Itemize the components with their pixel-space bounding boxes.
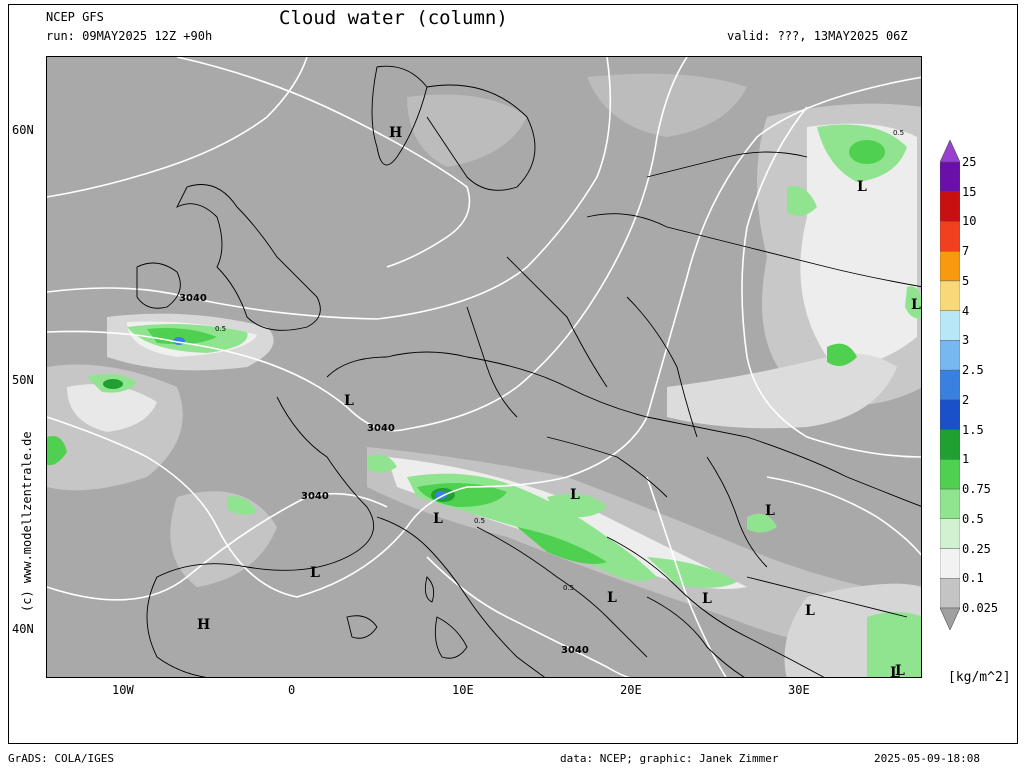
legend-level-label: 0.5 [962, 511, 984, 526]
lon-label-10e: 10E [452, 683, 474, 697]
legend-swatch [939, 310, 961, 341]
lon-label-10w: 10W [112, 683, 134, 697]
value-label: 0.5 [474, 517, 485, 525]
value-label: 0.5 [215, 325, 226, 333]
cloud-water-high [47, 124, 921, 677]
value-label: 0.5 [563, 584, 574, 592]
valid-time: valid: ???, 13MAY2025 06Z [727, 29, 908, 43]
weather-map: H H L L L L L L L L L L L L 3040 3040 30… [46, 56, 922, 678]
legend-swatch [939, 340, 961, 371]
low-pressure-center: L [570, 487, 580, 503]
low-pressure-center: L [310, 565, 320, 581]
contour-label: 3040 [179, 293, 207, 304]
legend-swatch [939, 399, 961, 430]
geopotential-isolines [47, 57, 921, 677]
plot-frame [8, 4, 1018, 744]
footer-timestamp: 2025-05-09-18:08 [874, 752, 980, 765]
legend-level-label: 0.75 [962, 482, 991, 497]
legend-swatch [939, 161, 961, 192]
lon-label-20e: 20E [620, 683, 642, 697]
high-pressure-center: H [389, 125, 402, 141]
legend-swatch [939, 518, 961, 549]
legend-unit: [kg/m^2] [948, 670, 1011, 685]
legend-swatch [939, 191, 961, 222]
copyright-text: (c) www.modellzentrale.de [20, 431, 34, 612]
model-name: NCEP GFS [46, 10, 104, 24]
low-pressure-center: L [607, 590, 617, 606]
legend-bar [939, 139, 961, 631]
map-canvas: H H L L L L L L L L L L L L 3040 3040 30… [47, 57, 921, 678]
low-pressure-center: L [702, 591, 712, 607]
legend-swatch [939, 488, 961, 520]
legend-swatch [939, 578, 961, 609]
high-pressure-center: H [197, 617, 210, 633]
cloud-shading [47, 73, 921, 677]
pressure-center-labels: H H L L L L L L L L L L L L [197, 125, 921, 678]
legend-level-label: 0.1 [962, 571, 984, 586]
low-pressure-center: L [433, 511, 443, 527]
legend-swatch [939, 250, 961, 282]
legend-level-label: 7 [962, 244, 970, 259]
map-title: Cloud water (column) [279, 7, 508, 29]
lat-label-40n: 40N [12, 622, 34, 636]
color-legend [939, 139, 961, 631]
lat-label-60n: 60N [12, 123, 34, 137]
footer-software: GrADS: COLA/IGES [8, 752, 114, 765]
legend-swatch [939, 221, 961, 252]
legend-level-label: 2.5 [962, 363, 984, 378]
coastlines [136, 65, 921, 677]
run-info: run: 09MAY2025 12Z +90h [46, 29, 213, 43]
legend-top-arrow [939, 139, 961, 163]
lat-label-50n: 50N [12, 373, 34, 387]
legend-swatch [939, 280, 961, 311]
low-pressure-center: L [765, 503, 775, 519]
legend-level-label: 3 [962, 333, 970, 348]
legend-swatch [939, 429, 961, 460]
low-pressure-center: L [805, 603, 815, 619]
contour-label: 3040 [561, 645, 589, 656]
value-labels: 0.5 0.5 0.5 0.5 [215, 129, 904, 592]
legend-level-label: 15 [962, 184, 977, 199]
low-pressure-center: L [344, 393, 354, 409]
low-pressure-center: L [895, 663, 905, 678]
legend-level-label: 0.25 [962, 541, 991, 556]
value-label: 0.5 [893, 129, 904, 137]
legend-level-label: 1 [962, 452, 970, 467]
legend-level-label: 25 [962, 155, 977, 169]
lon-label-30e: 30E [788, 683, 810, 697]
legend-swatch [939, 369, 961, 401]
legend-level-label: 10 [962, 214, 977, 229]
legend-bottom-arrow [939, 607, 961, 631]
legend-level-label: 1.5 [962, 422, 984, 437]
low-pressure-center: L [911, 297, 921, 313]
legend-level-label: 0.025 [962, 601, 999, 615]
legend-level-label: 5 [962, 273, 970, 288]
contour-label: 3040 [367, 423, 395, 434]
low-pressure-center: L [890, 665, 900, 678]
low-pressure-center: L [857, 179, 867, 195]
contour-labels: 3040 3040 3040 3040 [179, 293, 589, 656]
legend-swatch [939, 459, 961, 490]
legend-swatch [939, 548, 961, 579]
contour-label: 3040 [301, 491, 329, 502]
footer-credits: data: NCEP; graphic: Janek Zimmer [560, 752, 779, 765]
legend-level-label: 4 [962, 303, 970, 318]
legend-level-label: 2 [962, 392, 970, 407]
lon-label-0: 0 [288, 683, 296, 697]
